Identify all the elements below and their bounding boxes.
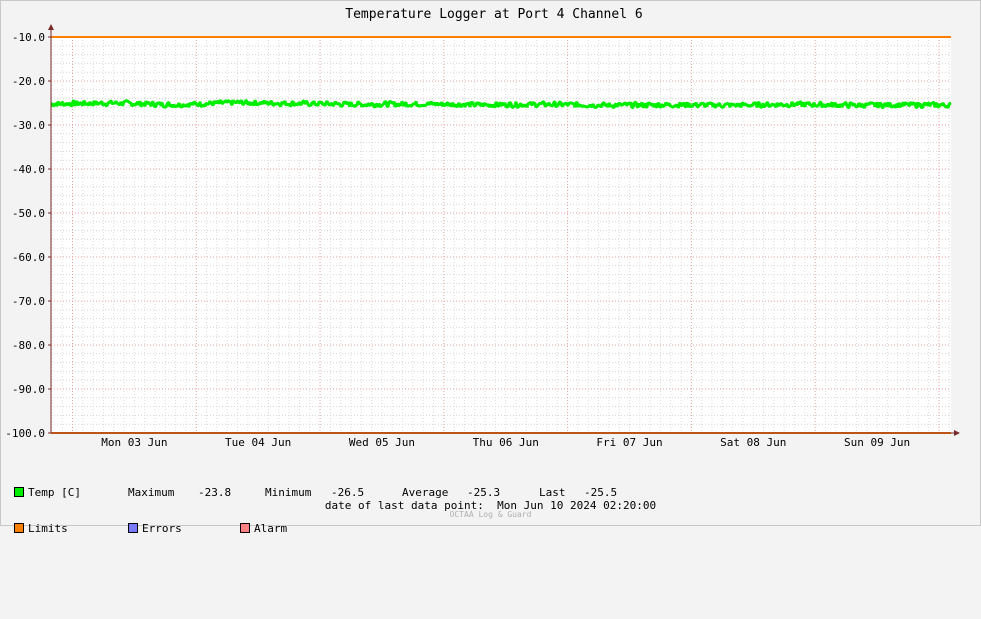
x-tick-label: Wed 05 Jun xyxy=(349,436,415,449)
x-tick-label: Tue 04 Jun xyxy=(225,436,291,449)
y-axis-arrow xyxy=(48,24,54,30)
y-tick-label: -30.0 xyxy=(12,119,45,132)
chart-canvas: { "chart_data": { "type": "line", "title… xyxy=(0,0,981,535)
legend-row-limits: Limits Errors Alarm xyxy=(14,523,287,535)
alarm-swatch xyxy=(240,523,250,533)
y-tick-label: -20.0 xyxy=(12,75,45,88)
maximum-value: -23.8 xyxy=(198,486,232,499)
x-axis-arrow xyxy=(954,430,960,436)
credit-watermark: OCTAA Log & Guard xyxy=(449,510,532,519)
y-tick-label: -60.0 xyxy=(12,251,45,264)
y-tick-label: -50.0 xyxy=(12,207,45,220)
y-tick-label: -80.0 xyxy=(12,339,45,352)
legend-alarm-label: Alarm xyxy=(254,522,288,535)
legend-temp-label: Temp [C] xyxy=(28,486,81,499)
x-tick-label: Fri 07 Jun xyxy=(596,436,662,449)
y-tick-label: -10.0 xyxy=(12,31,45,44)
x-tick-label: Mon 03 Jun xyxy=(101,436,167,449)
y-tick-label: -90.0 xyxy=(12,383,45,396)
average-label: Average xyxy=(402,486,449,499)
last-value: -25.5 xyxy=(584,486,618,499)
y-tick-label: -100.0 xyxy=(5,427,45,440)
maximum-label: Maximum xyxy=(128,486,175,499)
date-label: date of last data point: xyxy=(324,499,484,512)
y-axis-ticks: -10.0 -20.0 -30.0 -40.0 -50.0 -60.0 -70.0 -80.0… xyxy=(5,31,51,440)
y-tick-label: -70.0 xyxy=(12,295,45,308)
x-tick-label: Sat 08 Jun xyxy=(720,436,786,449)
errors-swatch xyxy=(128,523,138,533)
legend-limits-label: Limits xyxy=(28,522,68,535)
last-label: Last xyxy=(539,486,566,499)
limits-swatch xyxy=(14,523,24,533)
legend-row-temp: Temp [C] Maximum -23.8 Minimum -26.5 Ave… xyxy=(14,487,617,499)
x-tick-label: Sun 09 Jun xyxy=(844,436,910,449)
x-tick-label: Thu 06 Jun xyxy=(473,436,539,449)
average-value: -25.3 xyxy=(467,486,501,499)
chart-title: Temperature Logger at Port 4 Channel 6 xyxy=(345,7,642,22)
chart-svg: Temperature Logger at Port 4 Channel 6 -… xyxy=(5,7,960,449)
legend-errors-label: Errors xyxy=(142,522,182,535)
last-data-point: date of last data point: Mon Jun 10 2024… xyxy=(0,499,981,512)
y-tick-label: -40.0 xyxy=(12,163,45,176)
date-value: Mon Jun 10 2024 02:20:00 xyxy=(497,499,657,512)
minimum-label: Minimum xyxy=(265,486,312,499)
minimum-value: -26.5 xyxy=(331,486,365,499)
x-axis-ticks: Mon 03 Jun Tue 04 Jun Wed 05 Jun Thu 06 Jun… xyxy=(101,436,910,449)
grid xyxy=(51,36,951,434)
axes xyxy=(48,24,960,436)
temp-swatch xyxy=(14,487,24,497)
temp-series-line xyxy=(50,99,952,110)
